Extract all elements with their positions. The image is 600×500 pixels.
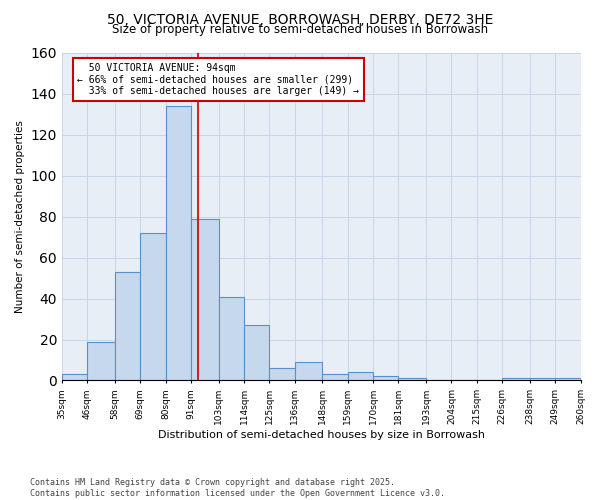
Bar	[218, 296, 244, 380]
Text: 50 VICTORIA AVENUE: 94sqm
← 66% of semi-detached houses are smaller (299)
  33% : 50 VICTORIA AVENUE: 94sqm ← 66% of semi-…	[77, 63, 359, 96]
Bar	[348, 372, 373, 380]
Bar	[191, 219, 218, 380]
Y-axis label: Number of semi-detached properties: Number of semi-detached properties	[15, 120, 25, 313]
Bar	[555, 378, 581, 380]
Bar	[140, 233, 166, 380]
Bar	[530, 378, 555, 380]
Bar	[166, 106, 191, 380]
Text: Contains HM Land Registry data © Crown copyright and database right 2025.
Contai: Contains HM Land Registry data © Crown c…	[30, 478, 445, 498]
Bar	[295, 362, 322, 380]
Bar	[373, 376, 398, 380]
Bar	[398, 378, 426, 380]
Text: 50, VICTORIA AVENUE, BORROWASH, DERBY, DE72 3HE: 50, VICTORIA AVENUE, BORROWASH, DERBY, D…	[107, 12, 493, 26]
Bar	[115, 272, 140, 380]
Bar	[322, 374, 348, 380]
Text: Size of property relative to semi-detached houses in Borrowash: Size of property relative to semi-detach…	[112, 22, 488, 36]
Bar	[62, 374, 87, 380]
Bar	[502, 378, 530, 380]
Bar	[87, 342, 115, 380]
Bar	[269, 368, 295, 380]
Bar	[244, 325, 269, 380]
X-axis label: Distribution of semi-detached houses by size in Borrowash: Distribution of semi-detached houses by …	[158, 430, 485, 440]
